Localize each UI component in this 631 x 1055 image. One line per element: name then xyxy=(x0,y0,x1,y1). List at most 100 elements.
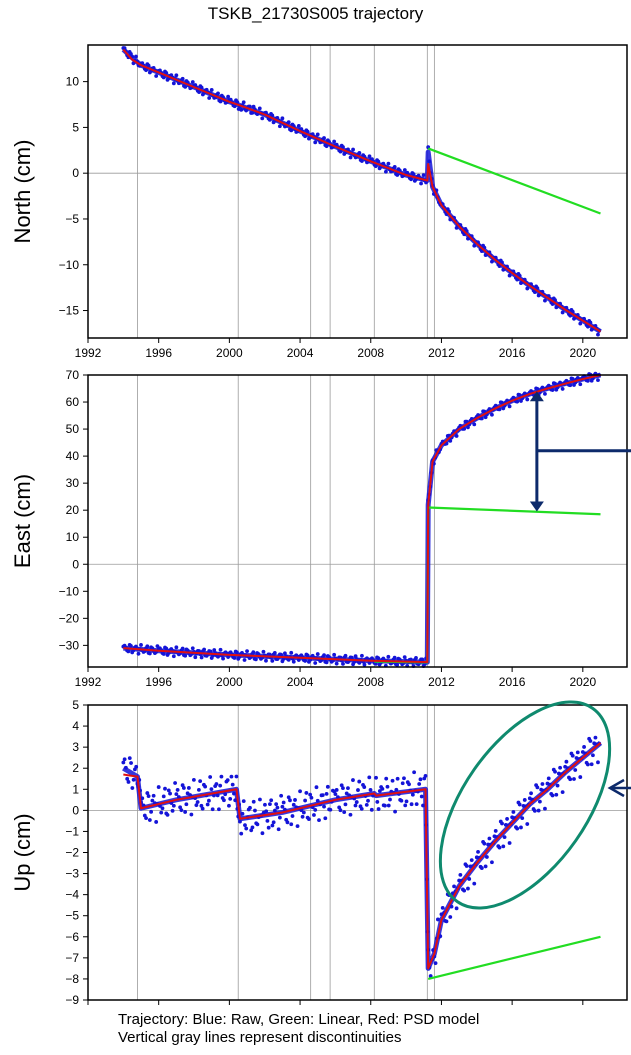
raw-point xyxy=(540,782,545,786)
y-tick-label: −5 xyxy=(65,212,79,226)
raw-point xyxy=(234,774,239,779)
raw-point xyxy=(257,106,262,111)
raw-point xyxy=(407,782,411,787)
raw-point xyxy=(555,783,560,788)
ellipse-arrow-head xyxy=(607,778,625,798)
raw-point xyxy=(121,760,126,765)
raw-point xyxy=(286,795,291,800)
raw-point xyxy=(554,792,559,797)
raw-point xyxy=(251,799,256,804)
raw-point xyxy=(203,784,208,789)
raw-point xyxy=(362,785,367,789)
x-tick-label: 2000 xyxy=(216,675,243,689)
raw-point xyxy=(241,100,246,105)
annotations xyxy=(438,391,631,910)
raw-point xyxy=(272,650,277,655)
raw-point xyxy=(400,781,405,786)
raw-point xyxy=(180,646,185,651)
raw-point xyxy=(493,829,498,833)
raw-point xyxy=(404,799,409,804)
raw-point xyxy=(314,785,319,790)
raw-point xyxy=(334,788,339,792)
raw-point xyxy=(139,643,143,647)
raw-point xyxy=(298,789,302,794)
raw-point xyxy=(183,810,188,814)
y-tick-label: −10 xyxy=(59,584,80,598)
raw-point xyxy=(472,422,477,427)
y-tick-label: 40 xyxy=(66,449,80,463)
raw-point xyxy=(280,804,285,809)
raw-point xyxy=(517,802,522,807)
y-axis-label: East (cm) xyxy=(10,474,35,568)
raw-point xyxy=(290,814,295,818)
raw-point xyxy=(217,807,221,812)
raw-point xyxy=(393,809,397,814)
raw-point xyxy=(386,803,391,808)
raw-point xyxy=(230,782,235,787)
raw-point xyxy=(145,791,150,795)
raw-point xyxy=(274,802,279,807)
raw-point xyxy=(227,803,231,808)
raw-point xyxy=(359,807,364,811)
raw-point xyxy=(346,786,350,791)
x-tick-label: 2012 xyxy=(428,346,455,360)
raw-point xyxy=(221,656,225,661)
raw-point xyxy=(578,321,583,326)
raw-point xyxy=(390,778,395,783)
raw-point xyxy=(466,886,470,891)
raw-point xyxy=(186,786,191,790)
raw-point xyxy=(339,783,344,788)
raw-point xyxy=(295,824,300,829)
x-tick-label: 2004 xyxy=(287,346,314,360)
raw-point xyxy=(558,765,562,770)
raw-point xyxy=(356,788,360,792)
raw-point xyxy=(276,827,281,832)
raw-point xyxy=(428,974,433,978)
offset-arrow-head-up xyxy=(529,391,544,402)
raw-point xyxy=(525,397,530,402)
raw-point xyxy=(315,132,320,137)
raw-point xyxy=(239,107,244,112)
raw-point xyxy=(497,845,502,850)
raw-point xyxy=(525,822,530,826)
raw-point xyxy=(166,788,171,793)
psd-model-series-line xyxy=(122,48,602,333)
raw-point xyxy=(205,802,210,807)
raw-point xyxy=(334,661,339,666)
raw-series-line xyxy=(122,741,603,971)
raw-point xyxy=(190,80,195,84)
raw-point xyxy=(196,788,201,792)
raw-point xyxy=(207,798,211,803)
raw-point xyxy=(268,802,272,807)
raw-point xyxy=(553,769,557,774)
raw-point xyxy=(588,739,593,743)
y-tick-label: 70 xyxy=(66,368,80,382)
linear-series-line xyxy=(427,935,601,980)
raw-point xyxy=(264,658,268,663)
raw-point xyxy=(386,161,391,166)
raw-point xyxy=(414,802,419,807)
raw-point xyxy=(307,817,311,821)
x-tick-label: 2020 xyxy=(569,346,596,360)
raw-point xyxy=(308,792,313,797)
raw-point xyxy=(270,823,275,828)
y-tick-label: 5 xyxy=(72,698,79,712)
raw-point xyxy=(573,768,578,772)
raw-point xyxy=(126,780,131,784)
raw-point xyxy=(589,762,594,767)
raw-point xyxy=(419,181,423,186)
raw-point xyxy=(144,816,148,820)
raw-point xyxy=(505,817,509,821)
raw-point xyxy=(364,802,369,807)
raw-point xyxy=(255,822,260,827)
raw-point xyxy=(245,649,249,654)
psd-model-series-line xyxy=(123,374,601,664)
raw-point xyxy=(271,820,276,825)
raw-point xyxy=(482,841,487,846)
raw-point xyxy=(198,779,203,784)
psd-model-series-line xyxy=(123,742,602,970)
raw-point xyxy=(501,844,506,849)
raw-point xyxy=(476,849,480,854)
raw-point xyxy=(161,794,166,799)
